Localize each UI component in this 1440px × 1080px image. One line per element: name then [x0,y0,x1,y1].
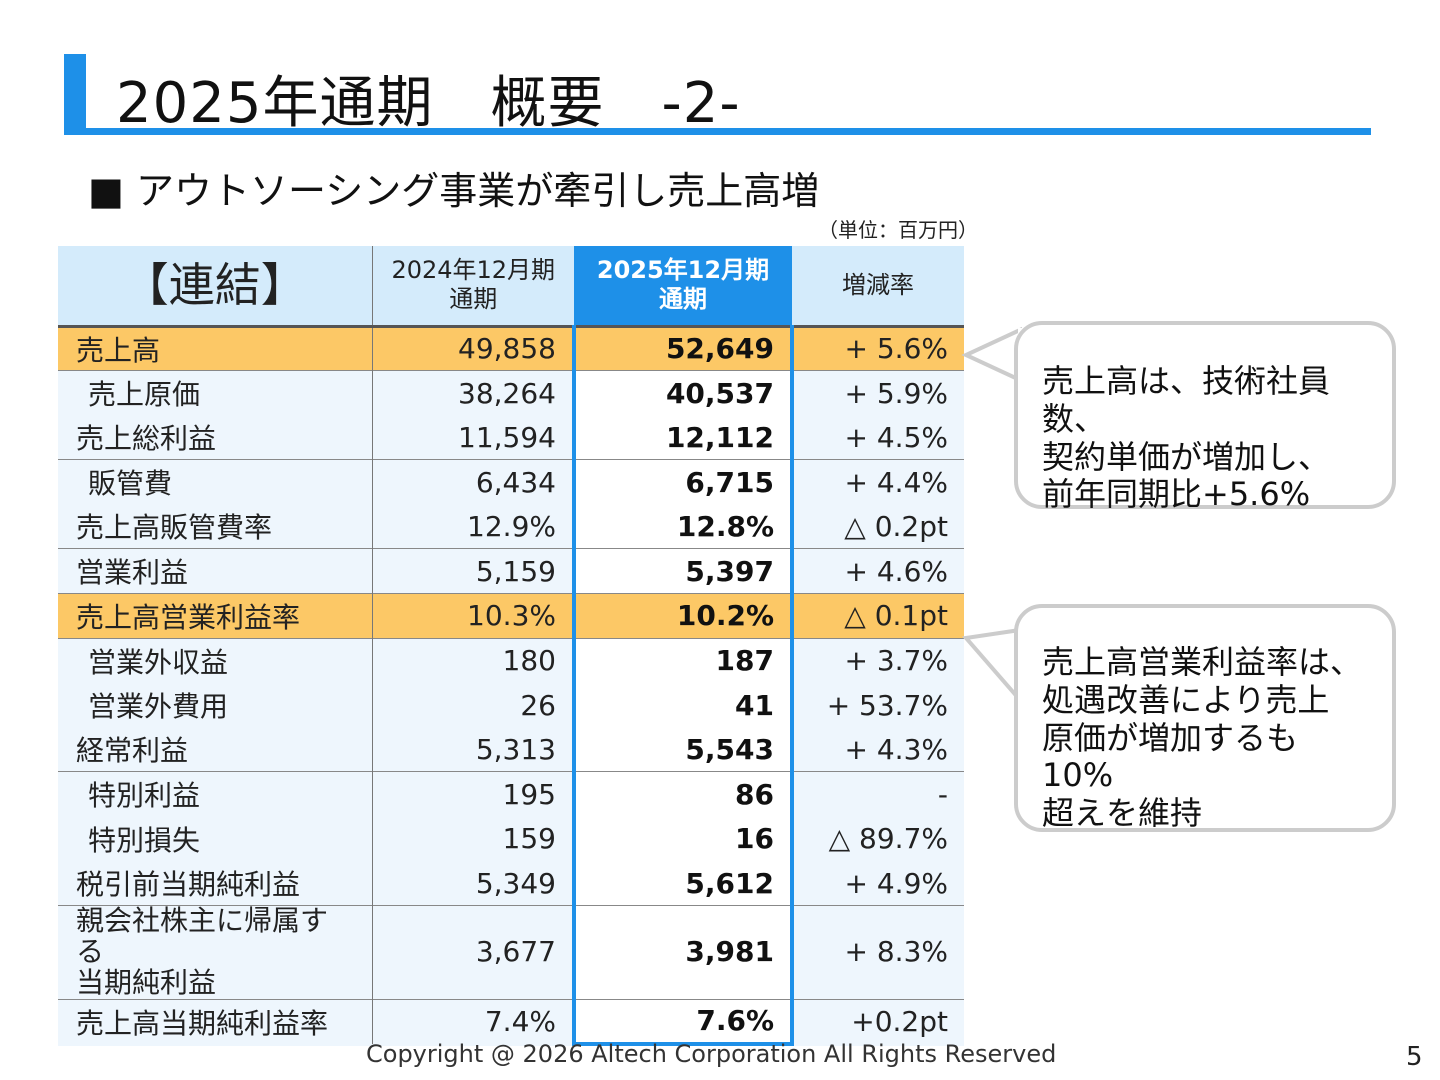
callout-sales: 売上高は、技術社員数、 契約単価が増加し、 前年同期比+5.6% [1014,321,1396,513]
change-rate: +0.2pt [792,998,964,1044]
change-rate: + 53.7% [826,688,948,722]
value-2025: 52,649 [572,326,794,371]
table-row: 売上高営業利益率 10.3% 10.2% △ 0.1pt [58,593,964,639]
value-2024: 5,349 [475,866,556,900]
change-rate: + 4.3% [844,732,949,766]
table-row: 特別利益 195 86- [58,771,964,817]
header-change: 増減率 [792,246,964,328]
value-2024: 7.4% [372,998,574,1044]
change-rate: △ 89.7% [828,822,948,856]
value-2025: 187 [572,637,794,683]
unit-label: （単位：百万円） [818,218,978,242]
value-2025: 5,397 [572,548,794,594]
value-2024: 159 [502,822,556,856]
value-2024: 6,434 [372,459,574,505]
value-2025: 3,981 [572,905,794,1000]
change-rate: + 3.7% [792,637,964,683]
header-consolidated: 【連結】 [58,246,373,328]
row-label: 売上高当期純利益率 [58,998,373,1044]
value-2025: 10.2% [572,593,794,639]
financial-summary-table: 【連結】 2024年12月期 通期 2025年12月期 通期 増減率 売上高 49… [58,246,964,1046]
value-2025: 5,543 [572,727,794,772]
title-underline [64,128,1371,135]
value-2025: 12.8% [572,504,794,549]
copyright: Copyright @ 2026 Altech Corporation All … [366,1040,1057,1068]
table-row: 経常利益 5,313 5,543 + 4.3% [58,727,964,772]
row-label: 売上高営業利益率 [58,593,373,639]
table-row: 売上高当期純利益率 7.4% 7.6% +0.2pt [58,998,964,1046]
row-label: 親会社株主に帰属する 当期純利益 [58,905,373,1000]
change-rate: + 4.6% [792,548,964,594]
change-rate: △ 0.1pt [792,593,964,639]
value-2024: 5,313 [475,732,556,766]
value-2024: 12.9% [467,509,556,543]
value-2024: 180 [372,637,574,683]
table-row: 営業外費用 26 41 + 53.7% [58,682,964,728]
row-label: 売上総利益 [58,415,373,460]
table-row: 親会社株主に帰属する 当期純利益 3,677 3,981 + 8.3% [58,905,964,1000]
change-rate: + 4.9% [844,866,949,900]
row-label: 経常利益 [58,727,373,772]
value-2024: 10.3% [372,593,574,639]
subtitle: ■ アウトソーシング事業が牽引し売上高増 [88,169,820,213]
row-label: 特別損失 [58,816,373,862]
change-rate: + 5.9% [792,370,964,416]
callout-sales-text: 売上高は、技術社員数、 契約単価が増加し、 前年同期比+5.6% [1042,362,1331,514]
row-label: 売上高 [58,326,373,371]
row-label: 販管費 [58,459,373,505]
callout-margin: 売上高営業利益率は、 処遇改善により売上 原価が増加するも10% 超えを維持 [1014,604,1396,832]
row-label: 営業利益 [58,548,373,594]
table-row: 税引前当期純利益 5,349 5,612 + 4.9% [58,861,964,906]
value-2024: 11,594 [458,420,556,454]
header-2024: 2024年12月期 通期 [372,246,574,328]
table-row: 売上高販管費率 12.9% 12.8% △ 0.2pt [58,504,964,549]
value-2025: 12,112 [572,415,794,460]
value-2025: 41 [572,682,794,728]
value-2024: 3,677 [372,905,574,1000]
value-2024: 195 [372,771,574,817]
row-label: 売上原価 [58,370,373,416]
table-row: 売上総利益 11,594 12,112 + 4.5% [58,415,964,460]
value-2025: 86 [572,771,794,817]
page-title: 2025年通期 概要 -2- [116,71,741,136]
table-row: 売上原価 38,264 40,537 + 5.9% [58,370,964,416]
row-label: 営業外収益 [58,637,373,683]
value-2025: 6,715 [572,459,794,505]
value-2024: 26 [520,688,556,722]
header-2025: 2025年12月期 通期 [574,246,792,328]
row-label: 特別利益 [58,771,373,817]
table-row: 特別損失 159 16 △ 89.7% [58,816,964,862]
value-2024: 5,159 [372,548,574,594]
value-2024: 38,264 [372,370,574,416]
value-2025: 7.6% [572,998,794,1046]
table-row: 売上高 49,858 52,649 + 5.6% [58,326,964,371]
table-row: 販管費 6,434 6,715 + 4.4% [58,459,964,505]
value-2025: 5,612 [572,861,794,906]
change-rate: - [792,771,964,817]
row-label: 売上高販管費率 [58,504,373,549]
change-rate: + 4.5% [844,420,949,454]
change-rate: + 8.3% [792,905,964,1000]
change-rate: + 4.4% [792,459,964,505]
row-label: 営業外費用 [58,682,373,728]
change-rate: + 5.6% [792,326,964,371]
page-number: 5 [1406,1042,1423,1072]
value-2025: 16 [572,816,794,862]
change-rate: △ 0.2pt [844,509,948,543]
table-row: 営業利益 5,159 5,397 + 4.6% [58,548,964,594]
title-accent-bar [64,54,86,134]
callout-margin-text: 売上高営業利益率は、 処遇改善により売上 原価が増加するも10% 超えを維持 [1042,643,1363,832]
value-2024: 49,858 [372,326,574,371]
table-row: 営業外収益 180 187 + 3.7% [58,637,964,683]
value-2025: 40,537 [572,370,794,416]
row-label: 税引前当期純利益 [58,861,373,906]
